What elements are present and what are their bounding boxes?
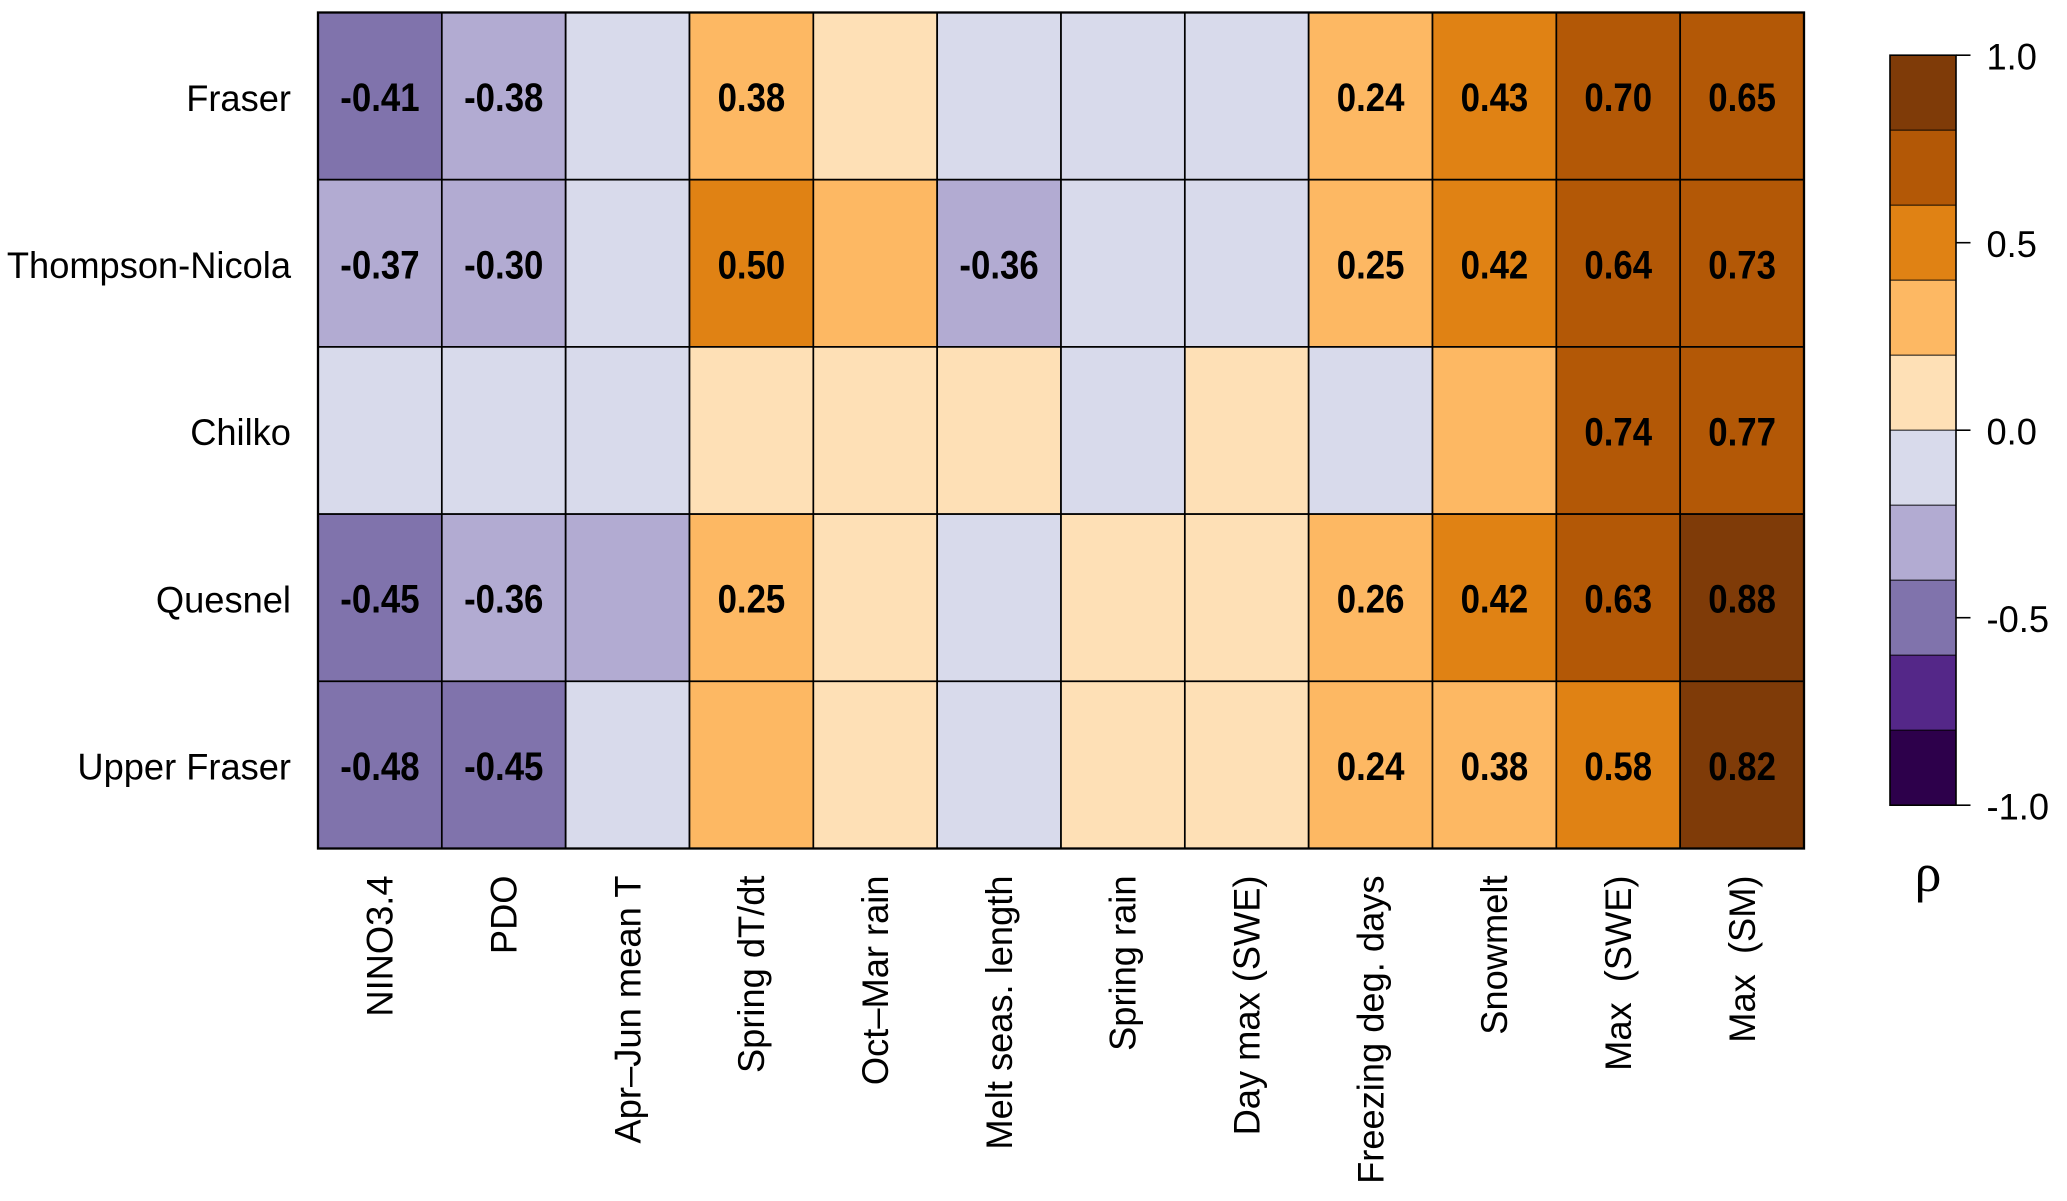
svg-text:0.24: 0.24 (1337, 76, 1405, 120)
svg-text:ρ: ρ (1915, 843, 1942, 903)
svg-text:Melt seas. length: Melt seas. length (979, 876, 1020, 1150)
svg-text:0.24: 0.24 (1337, 745, 1405, 789)
svg-text:-0.45: -0.45 (340, 578, 419, 622)
svg-text:0.73: 0.73 (1708, 243, 1776, 287)
svg-text:Apr–Jun mean T: Apr–Jun mean T (607, 876, 648, 1144)
svg-text:Day max (SWE): Day max (SWE) (1227, 876, 1268, 1136)
svg-text:-0.41: -0.41 (340, 76, 419, 120)
svg-text:PDO: PDO (484, 876, 525, 955)
svg-text:-0.30: -0.30 (464, 243, 543, 287)
svg-text:Snowmelt: Snowmelt (1474, 875, 1515, 1035)
svg-text:Upper Fraser: Upper Fraser (77, 747, 291, 788)
svg-text:Fraser: Fraser (186, 78, 291, 119)
svg-text:0.25: 0.25 (718, 578, 786, 622)
svg-text:0.70: 0.70 (1584, 76, 1652, 120)
svg-text:Oct–Mar rain: Oct–Mar rain (855, 876, 896, 1086)
svg-text:0.26: 0.26 (1337, 578, 1405, 622)
svg-text:0.77: 0.77 (1708, 411, 1776, 455)
svg-text:0.38: 0.38 (718, 76, 786, 120)
svg-text:Max (SM): Max (SM) (1722, 876, 1763, 1043)
svg-text:NINO3.4: NINO3.4 (360, 876, 401, 1017)
svg-text:Spring dT/dt: Spring dT/dt (731, 875, 772, 1073)
svg-text:Quesnel: Quesnel (156, 579, 291, 620)
svg-text:0.58: 0.58 (1584, 745, 1652, 789)
svg-text:Thompson-Nicola: Thompson-Nicola (7, 245, 292, 286)
svg-text:0.64: 0.64 (1584, 243, 1652, 287)
svg-text:Max (SWE): Max (SWE) (1598, 876, 1639, 1071)
svg-text:-0.5: -0.5 (1987, 599, 2050, 640)
svg-text:-0.36: -0.36 (464, 578, 543, 622)
svg-text:-0.38: -0.38 (464, 76, 543, 120)
svg-text:0.63: 0.63 (1584, 578, 1652, 622)
svg-text:0.25: 0.25 (1337, 243, 1405, 287)
svg-text:Freezing deg. days: Freezing deg. days (1350, 876, 1391, 1184)
svg-text:0.42: 0.42 (1461, 578, 1529, 622)
svg-text:0.65: 0.65 (1708, 76, 1776, 120)
svg-text:1.0: 1.0 (1987, 36, 2037, 77)
svg-text:0.38: 0.38 (1461, 745, 1529, 789)
svg-text:Chilko: Chilko (190, 412, 291, 453)
svg-text:0.82: 0.82 (1708, 745, 1776, 789)
svg-text:-0.48: -0.48 (340, 745, 419, 789)
svg-text:-0.37: -0.37 (340, 243, 419, 287)
svg-text:0.88: 0.88 (1708, 578, 1776, 622)
svg-text:Spring rain: Spring rain (1103, 876, 1144, 1051)
svg-text:0.74: 0.74 (1584, 411, 1652, 455)
svg-text:0.0: 0.0 (1987, 411, 2037, 452)
svg-text:0.43: 0.43 (1461, 76, 1529, 120)
svg-text:0.5: 0.5 (1987, 224, 2037, 265)
svg-text:0.42: 0.42 (1461, 243, 1529, 287)
svg-text:0.50: 0.50 (718, 243, 786, 287)
svg-text:-1.0: -1.0 (1987, 786, 2050, 827)
svg-text:-0.45: -0.45 (464, 745, 543, 789)
svg-text:-0.36: -0.36 (959, 243, 1038, 287)
